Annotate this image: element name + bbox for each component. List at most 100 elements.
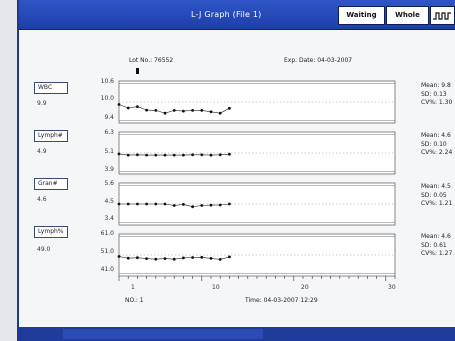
data-point <box>117 103 121 106</box>
status-bar <box>19 327 455 341</box>
stats-sd: SD: 0.05 <box>421 191 447 199</box>
gran-count-tick-mid: 4.5 <box>104 198 114 205</box>
gran-count-tick-bottom: 3.4 <box>104 215 114 222</box>
stats-sd: SD: 0.61 <box>421 241 447 249</box>
data-point <box>191 256 195 259</box>
stats-lymph-percent: Mean: 4.6 SD: 0.61 CV%: 1.27 <box>421 233 455 259</box>
data-point <box>126 256 130 260</box>
data-point <box>182 203 185 206</box>
data-point <box>172 257 176 261</box>
lymph-percent-tick-top: 61.0 <box>100 230 114 237</box>
stats-cv: CV%: 2.24 <box>421 149 453 156</box>
data-point <box>182 256 185 260</box>
param-label-lymph-count: Lymph# <box>34 130 68 142</box>
data-point <box>136 256 139 260</box>
data-point <box>200 109 204 112</box>
data-point <box>218 203 222 207</box>
stats-mean: Mean: 4.6 <box>421 233 451 240</box>
data-point <box>126 106 130 110</box>
wbc-tick-top: 10.6 <box>100 78 114 85</box>
data-point <box>145 202 148 206</box>
waiting-button[interactable]: Waiting <box>338 6 385 25</box>
stats-wbc: Mean: 9.8 SD: 0.13 CV%: 1.30 <box>421 82 455 108</box>
data-point <box>228 152 231 156</box>
data-point <box>228 255 231 259</box>
data-point <box>163 202 167 206</box>
status-field <box>63 329 263 339</box>
data-point <box>136 202 139 206</box>
data-point <box>154 109 158 112</box>
data-point <box>209 153 213 157</box>
data-point <box>182 109 185 113</box>
param-label-gran-count: Gran# <box>34 178 68 190</box>
x-tick-30: 30 <box>388 284 396 291</box>
waveform-button[interactable] <box>430 6 455 25</box>
x-tick-10: 10 <box>212 284 220 291</box>
data-point <box>145 257 148 260</box>
data-point <box>200 204 204 207</box>
current-position-marker <box>136 68 139 74</box>
data-point <box>228 202 231 206</box>
data-point <box>163 257 167 260</box>
data-point <box>218 258 222 261</box>
lot-number: Lot No.: 76552 <box>129 57 174 64</box>
sample-number: NO.: 1 <box>125 297 144 304</box>
stats-gran-count: Mean: 4.5 SD: 0.05 CV%: 1.21 <box>421 183 455 209</box>
data-point <box>136 153 139 157</box>
stats-cv: CV%: 1.21 <box>421 200 453 207</box>
lymph-percent-tick-mid: 51.0 <box>100 248 114 255</box>
param-label-lymph-percent: Lymph% <box>34 226 68 238</box>
data-point <box>154 153 158 157</box>
gran-count-tick-top: 5.6 <box>104 180 114 187</box>
data-point <box>136 105 139 108</box>
lj-chart <box>117 80 396 281</box>
data-point <box>182 153 185 157</box>
data-point <box>218 153 222 157</box>
data-point <box>145 153 148 157</box>
data-point <box>163 153 167 157</box>
whole-button[interactable]: Whole <box>386 6 429 25</box>
stats-mean: Mean: 4.6 <box>421 132 451 139</box>
data-point <box>200 255 204 259</box>
x-tick-20: 20 <box>301 284 309 291</box>
stats-sd: SD: 0.13 <box>421 90 447 98</box>
window-title: L-J Graph (File 1) <box>191 10 262 19</box>
data-point <box>117 255 121 258</box>
data-point <box>145 108 148 112</box>
title-bar: L-J Graph (File 1) Waiting Whole <box>19 0 455 30</box>
data-point <box>218 111 222 115</box>
data-point <box>191 205 195 209</box>
param-value-gran-count: 4.6 <box>37 196 47 203</box>
data-point <box>154 257 158 261</box>
data-point <box>117 202 121 206</box>
stats-sd: SD: 0.10 <box>421 140 447 148</box>
data-point <box>191 153 195 157</box>
wbc-tick-mid: 10.0 <box>100 95 114 102</box>
data-point <box>117 152 121 156</box>
lymph-count-tick-bottom: 3.9 <box>104 166 114 173</box>
data-point <box>209 257 213 260</box>
data-point <box>126 153 130 157</box>
waveform-icon <box>433 12 451 20</box>
stats-mean: Mean: 9.8 <box>421 82 451 89</box>
stats-lymph-count: Mean: 4.6 SD: 0.10 CV%: 2.24 <box>421 132 455 158</box>
data-point <box>209 203 213 207</box>
stats-cv: CV%: 1.30 <box>421 99 453 106</box>
data-point <box>163 111 167 115</box>
data-point <box>200 153 204 157</box>
data-point <box>126 202 130 206</box>
data-point <box>228 106 231 110</box>
data-point <box>209 110 213 114</box>
data-point <box>172 109 176 112</box>
wbc-tick-bottom: 9.4 <box>104 114 114 121</box>
param-value-lymph-count: 4.9 <box>37 148 47 155</box>
data-point <box>172 153 176 157</box>
sample-time: Time: 04-03-2007 12:29 <box>245 297 318 304</box>
x-tick-1: 1 <box>131 284 135 291</box>
stats-mean: Mean: 4.5 <box>421 183 451 190</box>
param-value-wbc: 9.9 <box>37 100 47 107</box>
param-value-lymph-percent: 49.0 <box>37 246 51 253</box>
stats-cv: CV%: 1.27 <box>421 250 453 257</box>
data-point <box>172 204 176 207</box>
